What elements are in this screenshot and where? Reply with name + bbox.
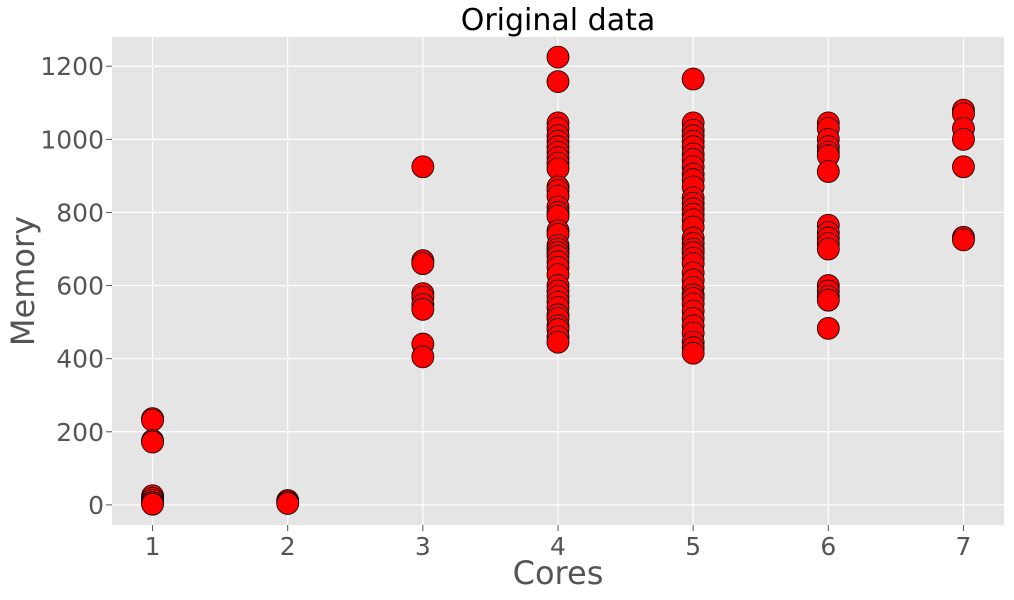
scatter-point — [411, 345, 435, 369]
y-tick-label: 200 — [56, 418, 104, 447]
y-tick-label: 600 — [56, 272, 104, 301]
x-tick-label: 3 — [415, 532, 431, 561]
scatter-point — [816, 316, 840, 340]
x-tick-label: 2 — [280, 532, 296, 561]
x-tick-label: 4 — [550, 532, 566, 561]
y-tick-label: 0 — [88, 491, 104, 520]
scatter-point — [952, 228, 975, 252]
x-axis-label: Cores — [513, 554, 604, 592]
scatter-point — [546, 70, 570, 93]
y-tick-label: 1000 — [40, 125, 104, 154]
scatter-point — [411, 297, 435, 321]
scatter-point — [276, 492, 300, 515]
y-tick-label: 400 — [56, 345, 104, 374]
data-points — [141, 45, 975, 516]
scatter-point — [141, 430, 164, 454]
x-tick-label: 1 — [145, 532, 161, 561]
scatter-point — [816, 288, 840, 312]
x-tick-label: 5 — [685, 532, 701, 561]
scatter-point — [546, 330, 570, 354]
x-tick-label: 7 — [956, 532, 972, 561]
y-tick-label: 1200 — [40, 52, 104, 81]
axis-ticks: 1 2 3 4 5 6 7 0 200 400 600 800 1000 1200 — [40, 52, 971, 561]
y-tick-label: 800 — [56, 198, 104, 227]
scatter-point — [411, 252, 435, 276]
scatter-point — [141, 408, 164, 432]
y-axis-label: Memory — [4, 216, 42, 346]
scatter-point — [681, 341, 705, 365]
scatter-point — [952, 155, 975, 179]
scatter-point — [681, 67, 705, 91]
x-tick-label: 6 — [820, 532, 836, 561]
scatter-point — [816, 160, 840, 183]
scatter-point — [816, 237, 840, 261]
scatter-point — [141, 492, 164, 516]
scatter-point — [546, 45, 570, 69]
chart-title: Original data — [461, 3, 656, 38]
scatter-point — [952, 127, 975, 151]
scatter-point — [411, 155, 435, 179]
